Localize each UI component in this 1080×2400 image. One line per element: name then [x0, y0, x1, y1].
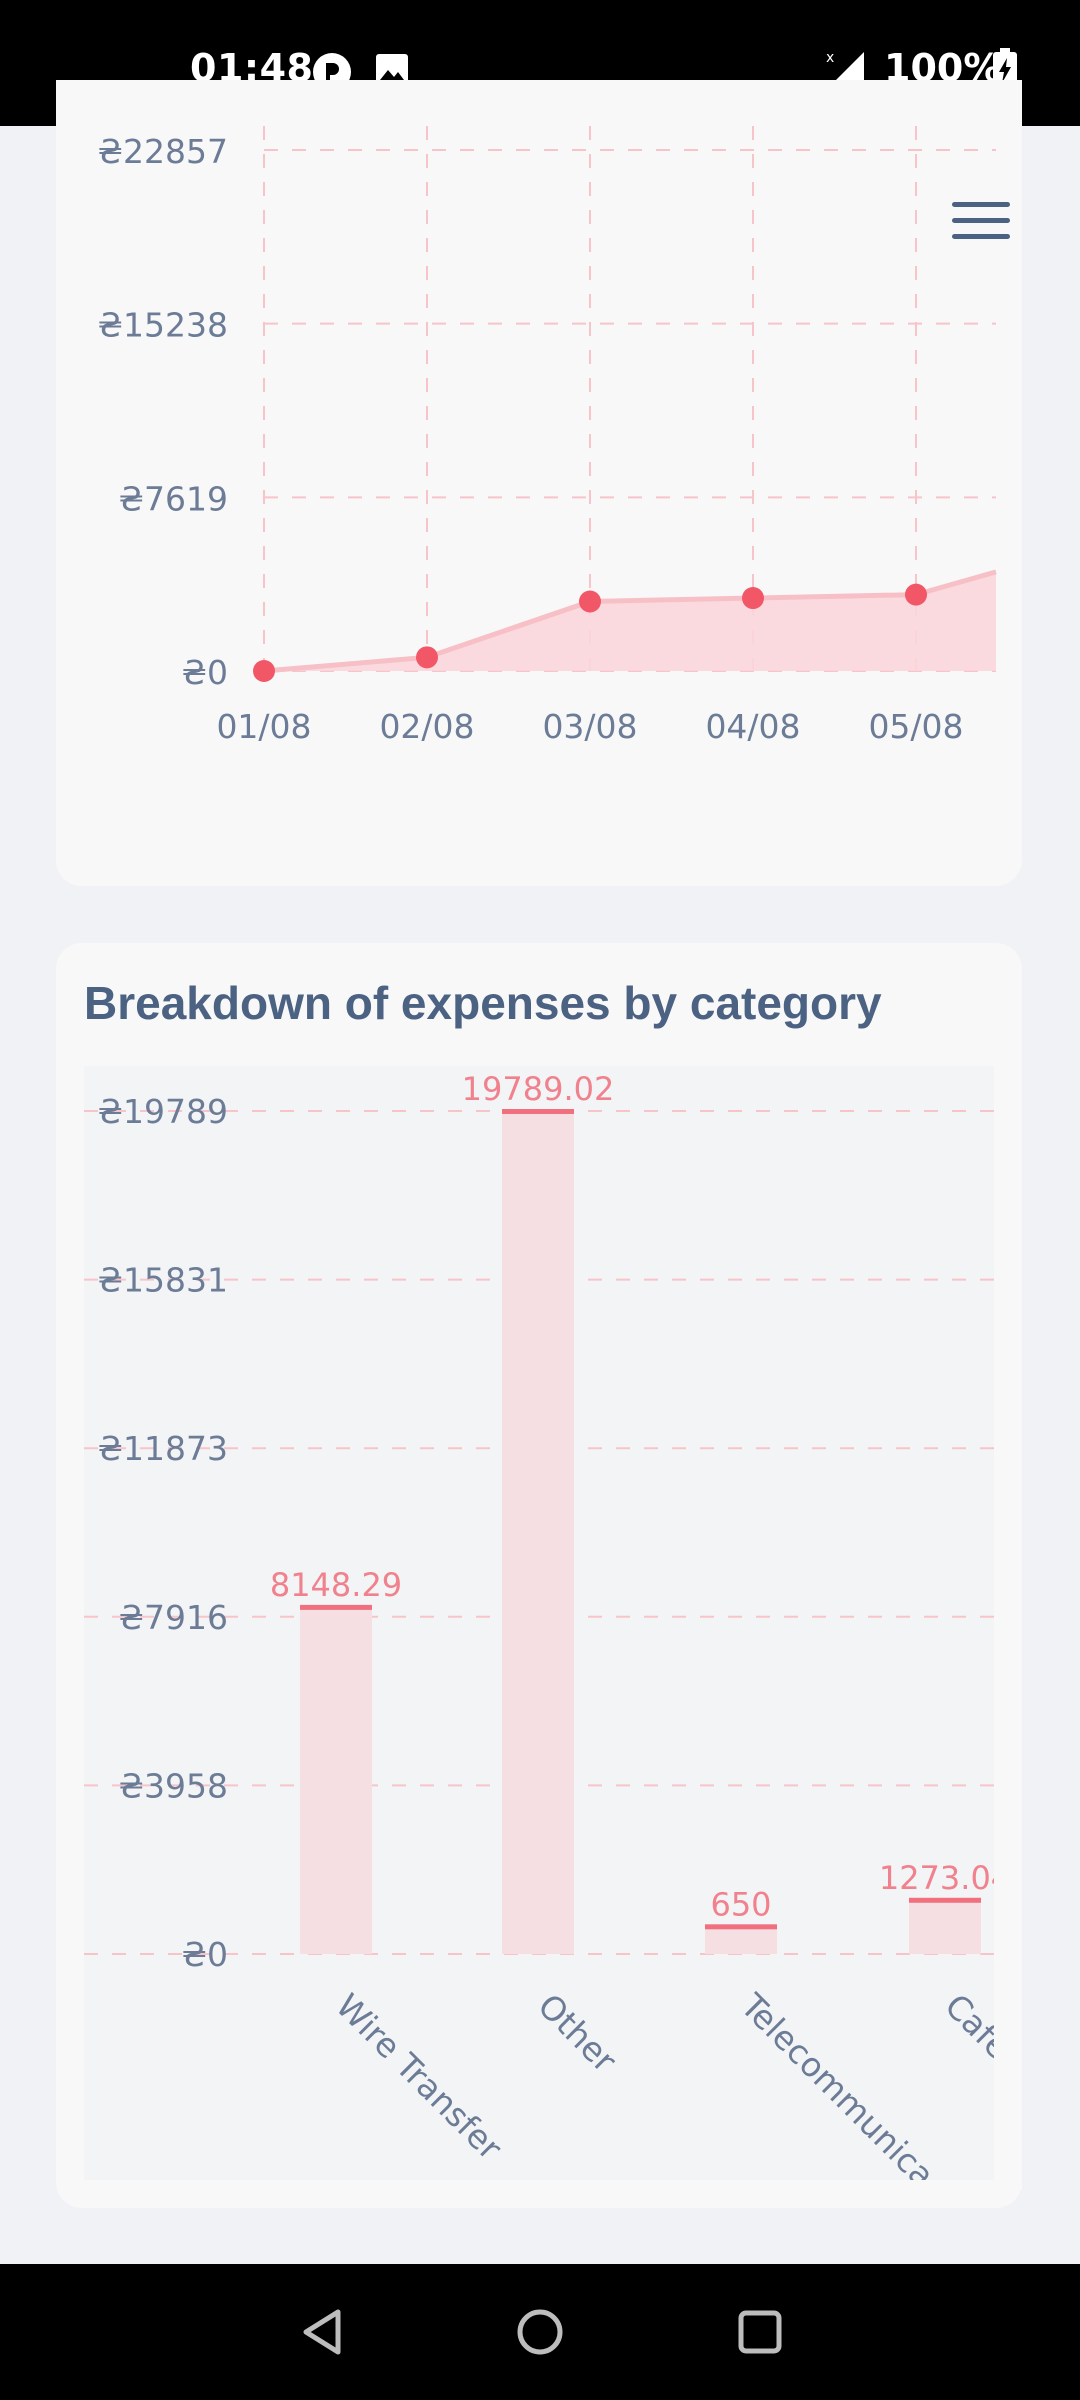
battery-charging-icon: [993, 48, 1017, 89]
series-line: [263, 569, 997, 674]
y-axis-tick-label: ₴3958: [118, 1766, 228, 1805]
y-axis-tick-label: ₴22857: [97, 132, 228, 171]
y-axis-tick-label: ₴15238: [97, 306, 228, 345]
x-axis-tick-label: 02/08: [379, 707, 474, 746]
bar: [909, 1899, 981, 1954]
recents-icon[interactable]: [738, 2310, 782, 2354]
daily-expenses-line-chart: ₴0 ₴7619 ₴15238 ₴22857 01/08 02/08 03/08 04/08 0…: [97, 126, 997, 746]
y-axis-tick-label: ₴11873: [97, 1429, 228, 1468]
bar: [502, 1110, 574, 1954]
image-icon: [376, 54, 408, 86]
data-point: [253, 660, 275, 682]
bar: [300, 1606, 372, 1954]
page-margin-right: [1022, 1060, 1080, 2190]
bar-value-label: 19789.02: [462, 1070, 615, 1108]
back-icon[interactable]: [300, 2308, 344, 2356]
menu-icon[interactable]: [950, 198, 1012, 244]
area-fill: [264, 571, 996, 671]
signal-icon: x: [826, 50, 864, 88]
x-axis-tick-label: 01/08: [216, 707, 311, 746]
x-axis-tick-label: 04/08: [705, 707, 800, 746]
bar: [705, 1926, 777, 1954]
y-axis-tick-label: ₴19789: [97, 1092, 228, 1131]
daily-expenses-card: [56, 80, 1022, 886]
data-point: [579, 590, 601, 613]
svg-text:x: x: [826, 50, 834, 66]
bar-top-line: [300, 1604, 372, 1610]
bar-value-label: 8148.29: [270, 1566, 402, 1604]
data-point: [742, 587, 764, 610]
bar-value-label: 1273.04: [879, 1859, 1011, 1897]
data-point: [416, 646, 438, 669]
y-axis-tick-label: ₴0: [181, 653, 228, 692]
category-breakdown-bar-chart: ₴0₴3958₴7916₴11873₴15831₴197898148.29Wir…: [84, 1060, 1080, 2190]
x-axis-tick-label: 03/08: [542, 707, 637, 746]
y-axis-tick-label: ₴7916: [118, 1598, 228, 1637]
y-axis-tick-label: ₴7619: [118, 479, 228, 518]
bar-top-line: [502, 1108, 574, 1114]
bar-top-line: [705, 1924, 777, 1930]
bar-value-label: 650: [710, 1885, 771, 1923]
home-icon[interactable]: [516, 2308, 564, 2356]
card-bottom-edge: [84, 2180, 994, 2190]
bar-top-line: [909, 1897, 981, 1903]
category-breakdown-title: Breakdown of expenses by category: [84, 977, 882, 1029]
y-axis-tick-label: ₴0: [181, 1935, 228, 1974]
y-axis-tick-label: ₴15831: [97, 1261, 228, 1300]
x-axis-tick-label: 05/08: [868, 707, 963, 746]
data-point: [905, 583, 927, 606]
navigation-bar: [0, 2264, 1080, 2400]
